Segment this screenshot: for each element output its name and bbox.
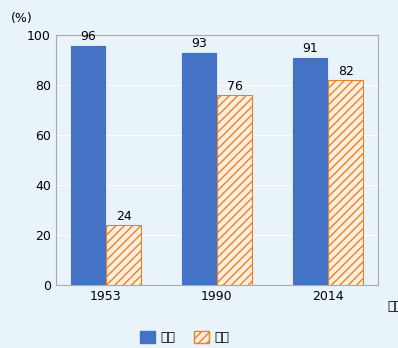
Text: 82: 82 <box>338 65 353 78</box>
Bar <box>328 80 363 285</box>
Text: 76: 76 <box>227 80 243 93</box>
Bar <box>106 225 141 285</box>
Text: (%): (%) <box>11 12 32 25</box>
Text: 93: 93 <box>191 37 207 50</box>
Bar <box>70 45 106 285</box>
Text: 91: 91 <box>302 42 318 55</box>
Legend: 男性, 女性: 男性, 女性 <box>135 326 234 348</box>
Text: 96: 96 <box>80 30 96 43</box>
Bar <box>217 95 252 285</box>
Bar <box>181 52 217 285</box>
Text: 24: 24 <box>116 210 131 223</box>
Text: （年）: （年） <box>388 300 398 314</box>
Bar <box>293 57 328 285</box>
